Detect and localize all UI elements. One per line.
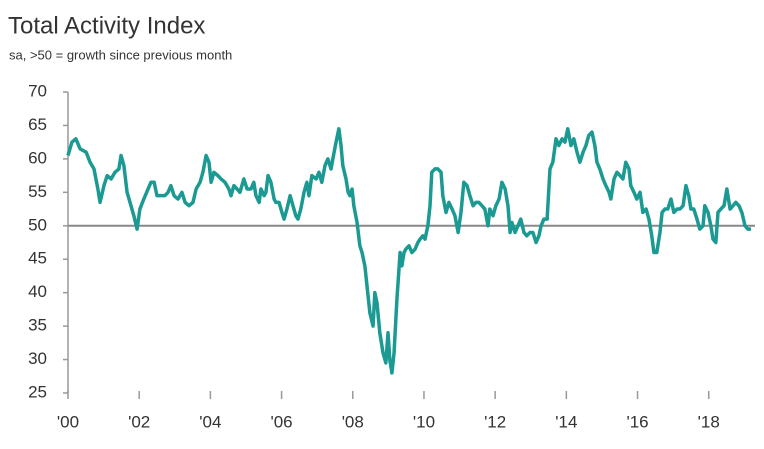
x-tick-label: '12	[484, 412, 506, 431]
y-tick-label: 65	[28, 115, 47, 134]
x-tick-label: '18	[698, 412, 720, 431]
y-tick-label: 25	[28, 382, 47, 401]
y-tick-label: 60	[28, 148, 47, 167]
y-tick-label: 30	[28, 349, 47, 368]
x-tick-label: '08	[342, 412, 364, 431]
y-tick-label: 50	[28, 215, 47, 234]
y-tick-label: 55	[28, 182, 47, 201]
data-line	[66, 127, 752, 375]
chart-subtitle: sa, >50 = growth since previous month	[9, 47, 232, 62]
x-tick-label: '10	[413, 412, 435, 431]
x-tick-label: '06	[270, 412, 292, 431]
y-tick-label: 45	[28, 249, 47, 268]
y-tick-label: 40	[28, 282, 47, 301]
x-tick-label: '14	[555, 412, 577, 431]
x-tick-label: '00	[57, 412, 79, 431]
y-tick-label: 70	[28, 81, 47, 100]
x-tick-label: '04	[199, 412, 221, 431]
y-tick-label: 35	[28, 316, 47, 335]
x-tick-label: '16	[626, 412, 648, 431]
chart-title: Total Activity Index	[8, 12, 205, 39]
x-tick-label: '02	[128, 412, 150, 431]
